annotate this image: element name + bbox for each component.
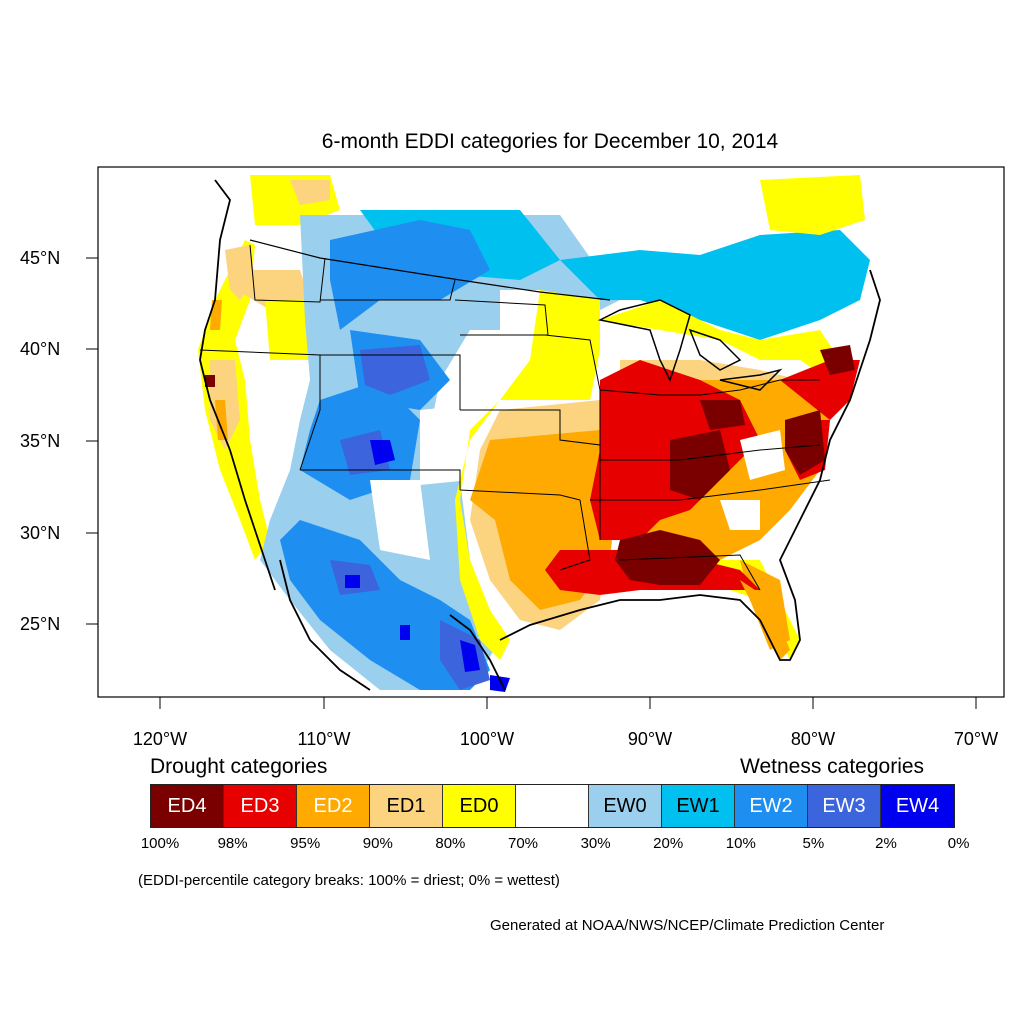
lon-label: 120°W bbox=[133, 729, 187, 749]
legend-swatch-ew4: EW4 bbox=[881, 785, 954, 827]
legend-swatch-ed3: ED3 bbox=[224, 785, 297, 827]
legend-swatch-ew3: EW3 bbox=[808, 785, 881, 827]
ne-yellow bbox=[760, 175, 865, 235]
lon-label: 100°W bbox=[460, 729, 514, 749]
percentile-label: 5% bbox=[802, 835, 825, 852]
lat-label: 40°N bbox=[20, 339, 60, 359]
lat-label: 35°N bbox=[20, 431, 60, 451]
borders bbox=[199, 179, 881, 691]
lon-label: 80°W bbox=[791, 729, 835, 749]
lat-label: 25°N bbox=[20, 614, 60, 634]
plot-frame bbox=[97, 166, 1005, 698]
map-field bbox=[190, 170, 900, 692]
coastline bbox=[199, 179, 371, 691]
legend-swatch-ed0: ED0 bbox=[443, 785, 516, 827]
legend-swatch-ed2: ED2 bbox=[297, 785, 370, 827]
ohio-white bbox=[720, 430, 785, 530]
percentile-label: 20% bbox=[653, 835, 684, 852]
state-lines bbox=[199, 244, 831, 591]
percentile-label: 90% bbox=[362, 835, 393, 852]
percentile-label: 98% bbox=[217, 835, 248, 852]
legend-swatch-ew2: EW2 bbox=[735, 785, 808, 827]
lon-label: 70°W bbox=[954, 729, 998, 749]
wetness-heading: Wetness categories bbox=[740, 755, 925, 778]
gulf-coast bbox=[449, 269, 881, 691]
percentile-label: 30% bbox=[580, 835, 611, 852]
percentile-label: 100% bbox=[140, 835, 180, 852]
map-title: 6-month EDDI categories for December 10,… bbox=[321, 130, 779, 153]
lat-label: 30°N bbox=[20, 523, 60, 543]
legend-swatch-ed4: ED4 bbox=[151, 785, 224, 827]
lat-label: 45°N bbox=[20, 248, 60, 268]
great-lakes bbox=[597, 299, 783, 391]
percentile-label: 70% bbox=[507, 835, 539, 852]
percentile-label: 10% bbox=[725, 835, 756, 852]
central-ed4 bbox=[615, 345, 855, 585]
pacific-ed4 bbox=[205, 375, 215, 387]
percentile-label: 95% bbox=[290, 835, 321, 852]
lon-axis bbox=[159, 697, 977, 709]
nw-ed1 bbox=[290, 180, 330, 205]
percentile-label: 80% bbox=[435, 835, 466, 852]
west-ew1 bbox=[360, 210, 870, 340]
category-note: (EDDI-percentile category breaks: 100% =… bbox=[138, 872, 560, 889]
lat-axis bbox=[86, 257, 98, 625]
category-legend: ED4 ED3 ED2 ED1 ED0 EW0 EW1 EW2 EW3 EW4 bbox=[150, 784, 955, 828]
legend-swatch-ew0: EW0 bbox=[589, 785, 662, 827]
lon-label: 90°W bbox=[628, 729, 672, 749]
west-white bbox=[370, 290, 545, 560]
pacific-ed2 bbox=[210, 300, 228, 440]
legend-swatch-neutral bbox=[516, 785, 589, 827]
legend-swatch-ed1: ED1 bbox=[370, 785, 443, 827]
drought-heading: Drought categories bbox=[150, 755, 328, 778]
legend-swatch-ew1: EW1 bbox=[662, 785, 735, 827]
lon-label: 110°W bbox=[298, 729, 351, 749]
percentile-label: 0% bbox=[947, 835, 970, 852]
pacific-ed1 bbox=[210, 245, 310, 450]
canada-border bbox=[249, 239, 611, 301]
percentile-label: 2% bbox=[875, 835, 897, 852]
credit-text: Generated at NOAA/NWS/NCEP/Climate Predi… bbox=[490, 917, 885, 934]
florida-ed2 bbox=[740, 580, 790, 660]
